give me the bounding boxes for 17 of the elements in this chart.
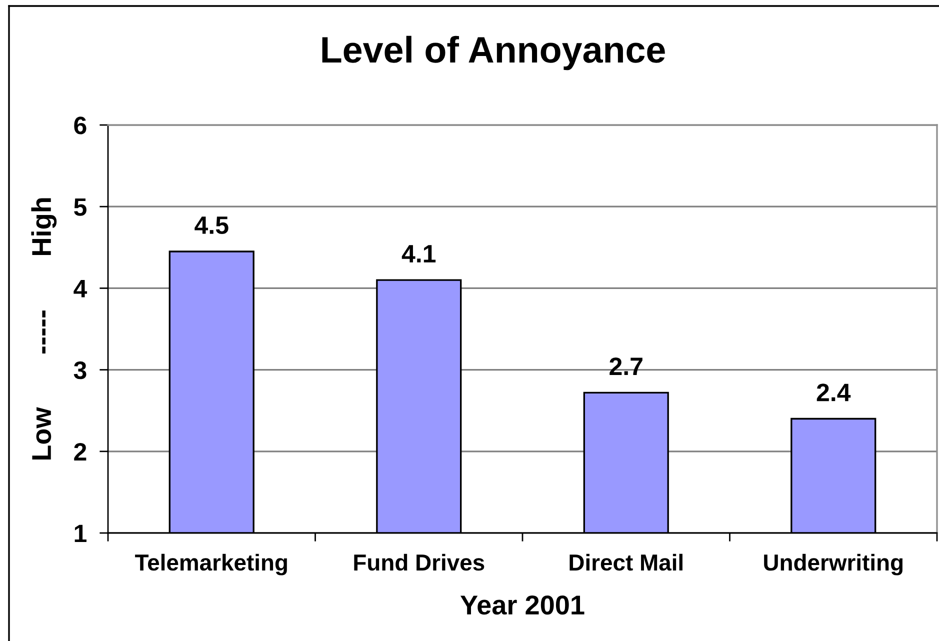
x-tick-label: Direct Mail xyxy=(570,554,682,571)
y-tick-label: 2 xyxy=(74,443,86,460)
data-label: 2.7 xyxy=(610,358,642,375)
x-tick-label: Fund Drives xyxy=(354,554,484,571)
y-tick-label: 1 xyxy=(74,524,86,542)
data-label: 4.5 xyxy=(194,216,228,234)
x-tick-label: Telemarketing xyxy=(135,554,287,576)
y-tick-label: 4 xyxy=(74,280,88,298)
x-tick-label: Underwriting xyxy=(764,554,902,576)
chart-title: Level of Annoyance xyxy=(322,36,665,70)
data-label: 4.1 xyxy=(402,245,436,262)
y-tick-label: 5 xyxy=(74,198,86,216)
y-tick-label: 6 xyxy=(74,116,86,134)
y-axis-title: Low ----- High xyxy=(31,198,57,460)
y-tick-label: 3 xyxy=(74,361,86,380)
data-label: 2.4 xyxy=(816,384,851,402)
x-axis-title: Year 2001 xyxy=(460,595,584,615)
